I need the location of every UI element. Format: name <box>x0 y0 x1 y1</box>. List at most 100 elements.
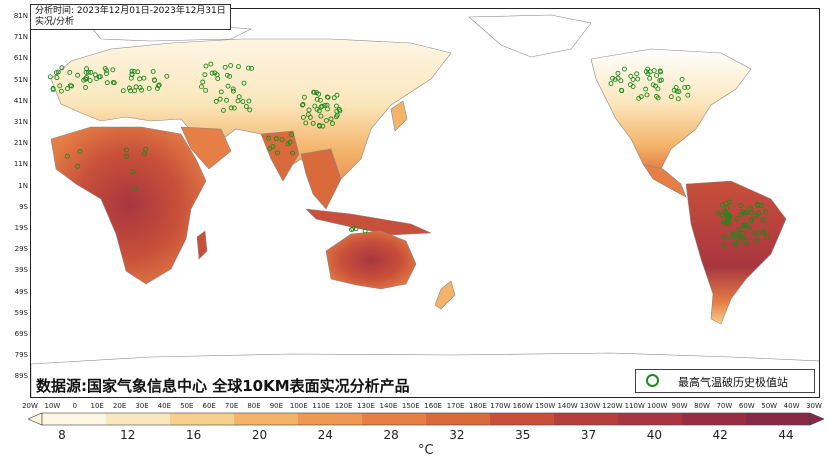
station-marker <box>719 212 725 218</box>
colorbar-tick-label: 16 <box>185 428 202 442</box>
station-marker <box>235 98 241 104</box>
station-marker <box>615 70 621 76</box>
station-marker <box>755 202 761 208</box>
station-marker <box>719 202 725 208</box>
station-marker <box>299 102 305 108</box>
green-circle-icon <box>646 374 659 387</box>
station-marker <box>634 71 640 77</box>
station-marker <box>738 234 744 240</box>
latitude-label: 49S <box>14 287 28 296</box>
station-marker <box>120 88 126 94</box>
longitude-label: 100W <box>647 402 668 410</box>
station-marker <box>334 108 340 114</box>
station-marker <box>55 69 61 75</box>
station-marker <box>164 73 170 79</box>
station-marker <box>333 103 339 109</box>
station-marker <box>307 114 313 120</box>
longitude-label: 60E <box>202 402 216 410</box>
station-marker <box>325 94 331 100</box>
japan-islands <box>390 100 408 132</box>
colorbar-segment <box>234 413 299 425</box>
longitude-label: 50W <box>761 402 778 410</box>
southeast-asia-landmass <box>300 148 342 210</box>
longitude-label: 20W <box>22 402 38 410</box>
longitude-label: 130E <box>357 402 375 410</box>
station-marker <box>723 200 729 206</box>
station-marker <box>224 97 229 103</box>
station-marker <box>725 211 731 217</box>
station-marker <box>152 77 157 83</box>
colorbar-tick-label: 24 <box>317 428 333 442</box>
africa-landmass <box>50 126 207 285</box>
station-marker <box>67 83 73 89</box>
station-marker <box>155 83 161 89</box>
latitude-label: 81N <box>13 12 28 20</box>
station-marker <box>270 144 276 150</box>
station-marker <box>88 69 94 75</box>
station-marker <box>644 92 650 98</box>
greenland-landmass <box>468 14 592 58</box>
antarctica-landmass <box>31 352 819 397</box>
station-marker <box>57 83 63 89</box>
station-marker <box>657 68 663 74</box>
station-marker <box>621 66 627 72</box>
station-marker <box>228 105 234 111</box>
new-zealand-islands <box>434 280 456 310</box>
longitude-label: 30E <box>135 402 149 410</box>
station-marker <box>135 69 141 75</box>
longitude-label: 80E <box>247 402 261 410</box>
station-marker <box>758 203 764 209</box>
station-marker <box>218 89 224 95</box>
station-marker <box>199 84 204 90</box>
station-marker <box>610 75 615 81</box>
colorbar-segment <box>618 413 683 425</box>
station-marker <box>317 123 323 129</box>
station-marker <box>143 146 149 152</box>
station-marker <box>746 225 752 231</box>
arabia-landmass <box>180 126 232 170</box>
latitude-label: 11N <box>13 160 28 169</box>
longitude-label: 180E <box>469 402 487 410</box>
longitude-label: 80W <box>694 402 710 410</box>
station-marker <box>721 234 727 240</box>
station-marker <box>104 80 110 86</box>
station-marker <box>141 151 147 157</box>
station-marker <box>316 108 322 114</box>
station-marker <box>734 216 740 222</box>
longitude-label: 150E <box>401 402 420 410</box>
station-marker <box>756 230 762 236</box>
station-marker <box>241 80 247 86</box>
longitude-label: 110W <box>624 402 645 410</box>
station-marker <box>247 107 253 113</box>
station-marker <box>132 186 138 192</box>
station-marker <box>83 85 88 90</box>
station-marker <box>245 65 251 71</box>
north-america-landmass <box>590 48 752 170</box>
station-marker <box>764 234 770 240</box>
station-marker <box>635 76 641 82</box>
station-marker <box>734 241 740 247</box>
latitude-label: 41N <box>13 96 28 105</box>
station-marker <box>653 83 658 89</box>
station-marker <box>249 65 255 71</box>
colorbar-segment <box>490 413 555 425</box>
colorbar-segment <box>682 413 747 425</box>
latitude-label: 19S <box>14 224 28 232</box>
station-marker <box>97 74 103 79</box>
station-marker <box>310 120 316 126</box>
station-marker <box>636 95 642 101</box>
station-marker <box>731 231 737 237</box>
station-marker <box>628 73 634 79</box>
colorbar-tick-label: 28 <box>383 428 399 442</box>
station-marker <box>331 95 337 101</box>
station-marker <box>655 86 661 92</box>
station-marker <box>744 241 750 247</box>
latitude-label: 9S <box>19 202 28 211</box>
station-marker <box>84 75 90 80</box>
longitude-label: 70W <box>716 402 733 410</box>
station-marker <box>643 86 649 92</box>
station-marker <box>85 69 91 75</box>
station-marker <box>320 123 326 129</box>
colorbar-segment <box>42 413 107 425</box>
station-marker <box>84 66 89 72</box>
